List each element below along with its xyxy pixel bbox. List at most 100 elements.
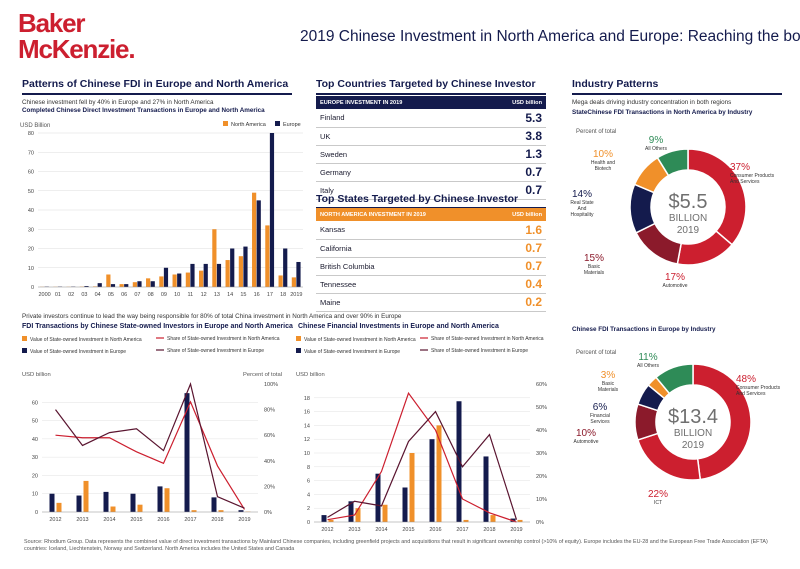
source-note: Source: Rhodium Group. Data represents t… xyxy=(24,539,768,552)
fin-y-tick-label: 10 xyxy=(304,451,310,457)
fdi-bar xyxy=(238,256,243,287)
fdi-bar xyxy=(199,270,204,287)
fdi-bar xyxy=(159,276,164,287)
fdi-title-rule xyxy=(22,93,292,95)
fdi-bar xyxy=(110,284,116,287)
soe-legend-swatch xyxy=(22,336,27,341)
fin-x-tick-label: 2013 xyxy=(348,527,360,533)
soe-bar xyxy=(110,506,116,512)
na-donut-slice-pct: 10% xyxy=(593,149,613,160)
soe-x-tick-label: 2014 xyxy=(103,517,115,523)
fin-y-tick-label: 16 xyxy=(304,410,310,416)
fdi-bar xyxy=(84,286,89,287)
fdi-bar xyxy=(146,278,151,287)
fdi-y-tick-label: 70 xyxy=(28,150,34,156)
top-countries-title: Top Countries Targeted by Chinese Invest… xyxy=(316,78,536,90)
logo-line-2: McKenzie. xyxy=(18,34,136,64)
na-donut-slice-pct: 9% xyxy=(649,135,664,146)
fdi-bar xyxy=(212,229,217,287)
fin-x-tick-label: 2016 xyxy=(429,527,441,533)
fin-legend-swatch xyxy=(296,348,301,353)
eu-donut-slice-label: Basic xyxy=(602,381,615,387)
soe-x-tick-label: 2016 xyxy=(157,517,169,523)
fin-x-tick-label: 2017 xyxy=(456,527,468,533)
na-donut-center-year: 2019 xyxy=(677,225,700,236)
soe-y2-axis-label: Percent of total xyxy=(243,372,282,378)
na-donut-slice-pct: 15% xyxy=(584,253,604,264)
eu-donut-center-value: $13.4 xyxy=(668,406,718,428)
fin-legend-label: Share of State-owned Investment in Europ… xyxy=(431,348,528,354)
soe-y-tick-label: 50 xyxy=(32,419,38,425)
soe-legend-label: Value of State-owned Investment in Europ… xyxy=(30,349,126,355)
fdi-x-tick-label: 09 xyxy=(161,292,167,298)
soe-x-tick-label: 2018 xyxy=(211,517,223,523)
fdi-y-axis-label: USD Billion xyxy=(20,123,50,129)
fin-x-tick-label: 2019 xyxy=(510,527,522,533)
fdi-bar xyxy=(203,263,208,287)
fdi-x-tick-label: 12 xyxy=(201,292,207,298)
eu-donut-slice-pct: 10% xyxy=(576,428,596,439)
fdi-bar xyxy=(256,200,261,287)
eu-donut-slice xyxy=(654,363,694,395)
europe-row: Sweden 1.3 xyxy=(316,145,546,164)
fdi-x-tick-label: 10 xyxy=(174,292,180,298)
north-america-name: Maine xyxy=(316,293,489,312)
fin-bar xyxy=(436,425,442,522)
fin-bar xyxy=(429,439,435,522)
fdi-bar xyxy=(216,263,222,287)
europe-row: UK 3.8 xyxy=(316,127,546,146)
eu-donut-slice-pct: 6% xyxy=(593,402,608,413)
soe-y2-tick-label: 60% xyxy=(264,433,275,439)
fin-bar xyxy=(402,487,408,522)
soe-bar xyxy=(184,393,190,512)
fin-bar xyxy=(483,456,489,522)
fdi-bar xyxy=(296,261,301,287)
eu-donut-center-unit: BILLION xyxy=(674,428,712,439)
soe-y-axis-label: USD billion xyxy=(22,372,51,378)
north-america-row: British Columbia 0.7 xyxy=(316,257,546,276)
north-america-table-header: NORTH AMERICA INVESTMENT IN 2019 xyxy=(316,208,489,221)
fin-y-tick-label: 8 xyxy=(307,465,310,471)
baker-mckenzie-logo: Baker McKenzie. xyxy=(18,10,158,62)
fin-y-tick-label: 0 xyxy=(307,520,310,526)
fdi-bar xyxy=(190,263,195,287)
fin-legend-label: Share of State-owned Investment in North… xyxy=(431,336,544,342)
fin-bar xyxy=(517,519,523,522)
fdi-x-tick-label: 11 xyxy=(188,292,194,298)
fdi-x-tick-label: 02 xyxy=(68,292,74,298)
fdi-bar xyxy=(252,192,257,287)
eu-donut-slice-label: Materials xyxy=(598,387,619,393)
fin-legend-label: Value of State-owned Investment in North… xyxy=(304,337,416,343)
europe-name: Germany xyxy=(316,163,479,182)
fin-y-tick-label: 18 xyxy=(304,396,310,402)
fdi-x-tick-label: 13 xyxy=(214,292,220,298)
eu-donut-slice-label: And Services xyxy=(736,391,766,397)
na-donut-center-unit: BILLION xyxy=(669,213,707,224)
soe-y-tick-label: 40 xyxy=(32,437,38,443)
europe-name: Italy xyxy=(316,181,479,200)
na-donut-slice-label: Health and xyxy=(591,160,615,166)
fdi-bar xyxy=(163,267,169,287)
fdi-legend-label: Europe xyxy=(283,122,301,128)
fin-x-tick-label: 2012 xyxy=(321,527,333,533)
north-america-name: Kansas xyxy=(316,221,489,240)
fin-y2-tick-label: 60% xyxy=(536,382,547,388)
north-america-table-unit: USD billion xyxy=(488,208,546,221)
soe-series-line xyxy=(55,382,245,509)
fin-series-line xyxy=(327,391,517,523)
fdi-x-tick-label: 17 xyxy=(267,292,273,298)
soe-bar xyxy=(76,495,82,512)
soe-legend-label: Share of State-owned Investment in North… xyxy=(167,336,280,342)
na-donut-slice-label: Hospitality xyxy=(570,212,594,218)
fin-y-tick-label: 2 xyxy=(307,506,310,512)
north-america-value: 0.4 xyxy=(488,275,546,294)
fdi-x-tick-label: 08 xyxy=(148,292,154,298)
fdi-bar xyxy=(230,248,235,287)
fin-bar xyxy=(409,453,415,522)
europe-name: Finland xyxy=(316,109,479,128)
eu-donut-slice xyxy=(692,363,752,481)
fdi-y-tick-label: 60 xyxy=(28,170,34,176)
soe-bar xyxy=(130,493,136,512)
fin-y2-tick-label: 30% xyxy=(536,451,547,457)
